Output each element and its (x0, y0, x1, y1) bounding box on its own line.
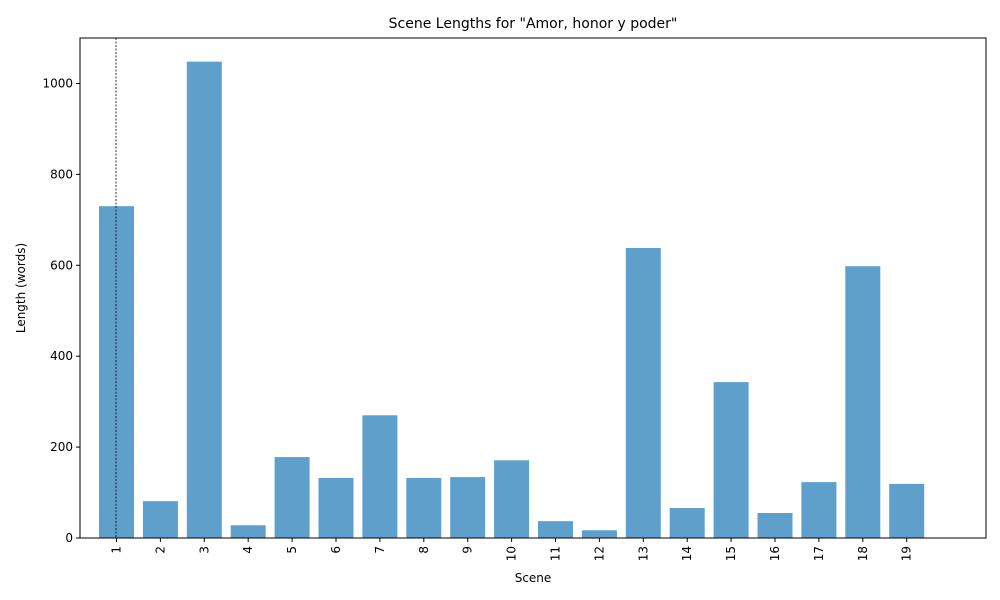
x-tick-label: 8 (417, 546, 431, 554)
bar-scene-16 (757, 513, 793, 538)
bar-scene-8 (406, 478, 442, 538)
x-tick-label: 17 (812, 546, 826, 561)
y-tick-label: 200 (50, 440, 73, 454)
y-ticks: 0 200 400 600 800 1000 (42, 76, 80, 545)
bar-scene-12 (581, 530, 617, 538)
plot-frame (79, 37, 987, 539)
chart-title: Scene Lengths for "Amor, honor y poder" (389, 16, 678, 32)
x-tick-label: 16 (768, 546, 782, 561)
x-tick-label: 7 (373, 546, 387, 554)
bar-scene-5 (274, 457, 310, 538)
bar-scene-11 (538, 521, 573, 538)
x-tick-label: 2 (153, 546, 167, 554)
x-tick-label: 6 (329, 546, 343, 554)
y-tick-label: 400 (50, 349, 73, 363)
bar-scene-19 (889, 483, 925, 538)
bar-scene-6 (318, 478, 354, 538)
bar-scene-17 (801, 482, 837, 538)
bar-scene-14 (669, 508, 705, 538)
x-tick-label: 18 (856, 546, 870, 561)
x-tick-label: 15 (724, 546, 738, 561)
x-tick-label: 4 (241, 546, 255, 554)
bar-scene-2 (142, 501, 178, 538)
y-tick-label: 600 (50, 258, 73, 272)
y-tick-label: 0 (65, 531, 73, 545)
y-tick-label: 800 (50, 167, 73, 181)
x-tick-label: 12 (592, 546, 606, 561)
bar-scene-1 (99, 206, 134, 538)
bar-scene-9 (450, 477, 486, 538)
bars-group (99, 61, 925, 539)
bar-scene-15 (713, 382, 749, 538)
x-ticks: 1 2 3 4 5 6 7 8 9 10 11 12 13 14 15 16 17 18 19 (110, 538, 914, 561)
bar-scene-4 (230, 525, 266, 538)
y-tick-label: 1000 (42, 76, 73, 90)
x-axis-label: Scene (515, 571, 552, 585)
x-tick-label: 5 (285, 546, 299, 554)
x-tick-label: 14 (680, 546, 694, 561)
bar-scene-18 (845, 266, 881, 538)
bar-scene-7 (362, 415, 398, 538)
bar-scene-3 (186, 61, 222, 539)
x-tick-label: 1 (110, 546, 124, 554)
bar-scene-10 (494, 460, 530, 538)
bar-scene-13 (625, 248, 661, 538)
y-axis-label: Length (words) (14, 243, 28, 333)
x-tick-label: 9 (461, 546, 475, 554)
x-tick-label: 19 (900, 546, 914, 561)
x-tick-label: 10 (505, 546, 519, 561)
x-tick-label: 11 (549, 546, 563, 561)
x-tick-label: 3 (197, 546, 211, 554)
x-tick-label: 13 (636, 546, 650, 561)
